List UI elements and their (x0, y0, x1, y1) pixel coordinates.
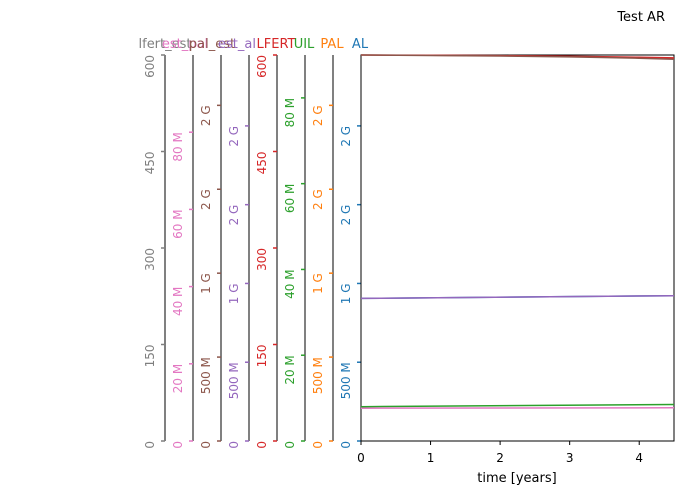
y-tick-label: 0 (339, 441, 353, 449)
y-axis-label: lfert_est (139, 37, 192, 52)
y-tick-label: 0 (311, 441, 325, 449)
y-axis-label: PAL (320, 37, 344, 52)
y-axis-est_al: est_al 0 500 M 1 G 2 G 2 G (218, 37, 256, 449)
y-axis-lfert_est: lfert_est 0 150 300 450 600 (139, 37, 192, 449)
x-tick-label: 0 (357, 451, 365, 465)
y-axis-pal_est: pal_est 0 500 M 1 G 2 G 2 G (189, 37, 235, 449)
y-axis-label: est_al (218, 37, 256, 52)
chart-title: Test AR (616, 10, 665, 25)
y-tick-label: 500 M (227, 362, 241, 399)
y-tick-label: 0 (199, 441, 213, 449)
x-tick-label: 3 (566, 451, 574, 465)
y-axis-LFERT: LFERT 0 150 300 450 600 (255, 37, 296, 449)
series-line-est_al (360, 294, 675, 300)
y-tick-label: 60 M (171, 209, 185, 238)
y-tick-label: 60 M (283, 184, 297, 213)
y-tick-label: 450 (255, 152, 269, 175)
y-tick-label: 1 G (339, 283, 353, 304)
y-tick-label: 500 M (311, 357, 325, 394)
y-tick-label: 1 G (199, 273, 213, 294)
y-tick-label: 40 M (283, 269, 297, 298)
y-tick-label: 0 (227, 441, 241, 449)
y-tick-label: 40 M (171, 287, 185, 316)
y-axis-label: AL (352, 37, 369, 52)
y-tick-label: 2 G (199, 105, 213, 126)
y-tick-label: 300 (255, 248, 269, 271)
y-tick-label: 2 G (311, 105, 325, 126)
x-tick-label: 2 (496, 451, 504, 465)
x-tick-label: 4 (635, 451, 643, 465)
y-axis-AL: AL 0 500 M 1 G 2 G 2 G (339, 37, 369, 449)
y-tick-label: 300 (143, 248, 157, 271)
y-tick-label: 500 M (339, 362, 353, 399)
y-tick-label: 0 (143, 441, 157, 449)
y-axis-PAL: PAL 0 500 M 1 G 2 G 2 G (311, 37, 344, 449)
y-tick-label: 0 (171, 441, 185, 449)
x-axis-label: time [years] (477, 471, 556, 486)
y-tick-label: 20 M (283, 355, 297, 384)
y-axis-label: pal_est (189, 37, 235, 52)
y-tick-label: 600 (255, 55, 269, 78)
x-axis: 0 1 2 3 4 (357, 441, 643, 465)
y-axis-label: UIL (294, 37, 315, 52)
series-lines (360, 54, 675, 409)
y-tick-label: 80 M (283, 98, 297, 127)
y-tick-label: 2 G (227, 126, 241, 147)
y-tick-label: 20 M (171, 364, 185, 393)
plot-area (360, 54, 675, 442)
y-tick-label: 2 G (199, 189, 213, 210)
series-line-lfert_est (360, 54, 675, 60)
y-tick-label: 0 (283, 441, 297, 449)
y-tick-label: 500 M (199, 357, 213, 394)
y-tick-label: 450 (143, 152, 157, 175)
y-tick-label: 2 G (311, 189, 325, 210)
x-tick-label: 1 (427, 451, 435, 465)
y-axis-est_pal: est_pal 0 20 M 40 M 60 M 80 M (162, 37, 208, 449)
y-tick-label: 600 (143, 55, 157, 78)
series-line-UIL (360, 403, 675, 408)
y-axis-UIL: UIL 0 20 M 40 M 60 M 80 M (283, 37, 315, 449)
y-axis-label: est_pal (162, 37, 208, 52)
y-axis-label: LFERT (257, 37, 296, 52)
y-tick-label: 2 G (339, 205, 353, 226)
y-tick-label: 80 M (171, 132, 185, 161)
y-tick-label: 1 G (311, 273, 325, 294)
y-tick-label: 2 G (339, 126, 353, 147)
y-axes: lfert_est 0 150 300 450 600 est_pal 0 20 M 40 M 60… (139, 37, 369, 449)
y-tick-label: 1 G (227, 283, 241, 304)
plot-frame (360, 54, 675, 442)
y-tick-label: 150 (143, 345, 157, 368)
y-tick-label: 150 (255, 345, 269, 368)
y-tick-label: 0 (255, 441, 269, 449)
y-tick-label: 2 G (227, 205, 241, 226)
